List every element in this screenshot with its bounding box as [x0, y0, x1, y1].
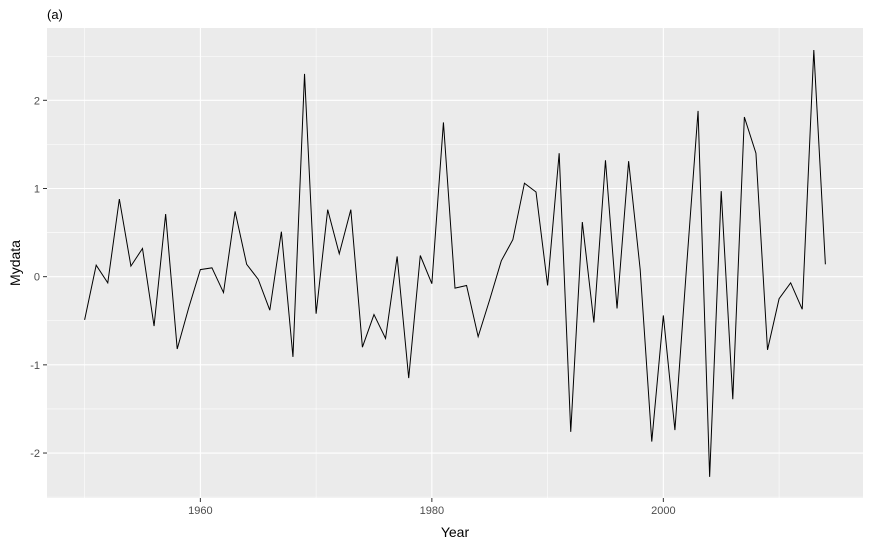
- y-tick-label: 1: [34, 183, 40, 195]
- y-tick-label: 2: [34, 95, 40, 107]
- x-axis-title: Year: [441, 524, 470, 540]
- x-tick-label: 2000: [651, 505, 675, 517]
- y-tick-label: 0: [34, 272, 40, 284]
- series-line: [84, 50, 826, 477]
- x-tick-label: 1960: [188, 505, 212, 517]
- chart-tag: (a): [47, 7, 63, 22]
- x-tick-label: 1980: [420, 505, 444, 517]
- y-tick-label: -2: [30, 448, 40, 460]
- grid-major: [47, 28, 863, 498]
- grid-minor: [47, 28, 863, 498]
- plot-panel: [47, 28, 863, 498]
- y-axis: -2 -1 0 1 2: [30, 95, 47, 460]
- y-axis-title: Mydata: [7, 240, 23, 286]
- x-axis: 1960 1980 2000: [188, 498, 676, 517]
- series-layer: [84, 50, 826, 477]
- y-tick-label: -1: [30, 360, 40, 372]
